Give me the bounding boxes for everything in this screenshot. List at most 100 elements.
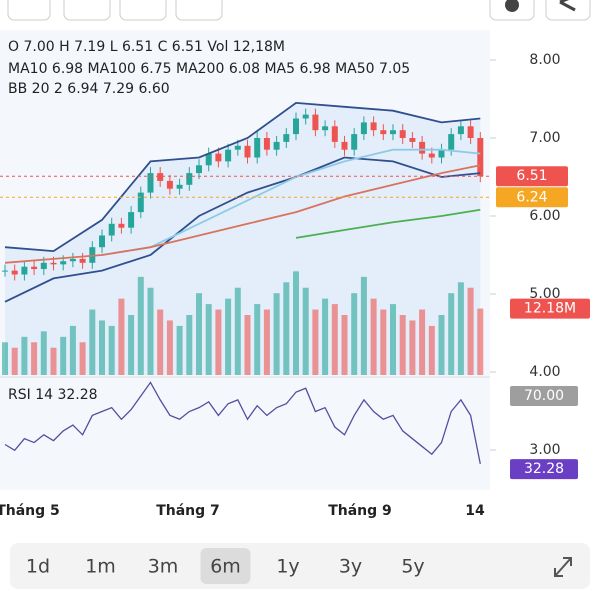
candle [79,258,86,263]
timeframe-button[interactable]: 5y [401,556,424,578]
candle [409,138,416,142]
candle [293,118,299,135]
candle [448,134,455,150]
indicator-line [4,164,481,264]
share-button[interactable] [545,0,591,21]
timeframe-button[interactable]: 3m [148,556,179,578]
ohlc-legend: O 7.00 H 7.19 L 6.51 C 6.51 Vol 12,18M [8,39,285,55]
timeframe-button[interactable]: 3y [339,556,362,578]
volume-bar [99,320,105,375]
candle [60,261,67,265]
volume-bar [331,304,338,375]
x-axis-label: Tháng 9 [328,503,392,519]
volume-bar [50,347,57,375]
volume-bar [11,347,18,375]
candle [477,138,484,177]
volume-badge-label: 12.18M [524,301,576,317]
candle [21,266,28,275]
candle [457,126,464,135]
volume-bar [263,309,270,375]
volume-bar [457,282,464,375]
volume-bar [273,293,280,375]
volume-bar [467,287,474,375]
volume-bar [215,309,222,375]
candle [273,141,280,150]
gear-icon [505,0,519,12]
volume-bar [157,309,164,375]
volume-bar [205,304,212,375]
volume-bar [176,325,183,375]
price-badge-label: 6.51 [516,168,547,184]
x-axis-label: 14 [465,503,485,519]
candle [108,223,115,236]
candle [254,138,261,158]
volume-bar [234,287,241,375]
volume-bar [477,308,484,375]
volume-bar [390,304,396,375]
rsi-badge [510,459,578,480]
candle [399,130,406,138]
rsi-badge-label: 32.28 [524,461,564,477]
volume-bar [69,325,76,375]
volume-bar [186,315,193,375]
volume-bar [380,309,387,375]
timeframe-button[interactable]: 1d [26,556,50,578]
indicator-line [4,101,481,253]
volume-bar [21,336,28,375]
candle [341,141,348,150]
volume-bar [108,325,115,375]
timeframe-button[interactable]: 6m [210,556,241,578]
volume-bar [31,342,38,375]
candle [137,192,144,213]
candle [69,258,76,262]
y-tick-label: 7.00 [529,130,560,146]
indicator-line [101,148,481,256]
candle [312,114,319,131]
toolbar [7,0,591,21]
tool-button[interactable] [119,0,167,21]
plot [0,101,490,465]
candle [215,153,222,162]
volume-bar [360,276,367,375]
volume-bar [166,320,173,375]
price-badge [496,187,568,208]
volume-bar [118,298,125,375]
x-axis-label: Tháng 7 [156,503,220,519]
volume-bar [2,342,8,375]
candle [467,126,474,138]
y-tick-label: 6.00 [529,208,560,224]
candle [176,184,183,189]
candle [438,149,445,158]
volume-bar [312,309,319,375]
candle [380,130,387,135]
volume-bar [370,298,377,375]
candle [322,126,329,131]
timeframe-button[interactable]: 1m [85,556,116,578]
tool-button[interactable] [63,0,111,21]
volume-bar [79,342,86,375]
price-badge [496,166,568,187]
indicator-line [295,208,481,239]
volume-bar [438,315,445,375]
volume-bar [60,336,67,375]
indicator-line [4,156,481,303]
x-axis-label: Tháng 5 [0,503,60,519]
ma-legend: MA10 6.98 MA100 6.75 MA200 6.08 MA5 6.98… [8,61,410,77]
volume-bar [399,315,406,375]
candle [360,122,367,135]
timeframe-button[interactable]: 1y [276,556,299,578]
volume-bar [448,293,455,375]
rsi-badge-label: 70.00 [524,388,564,404]
price-badge-label: 6.24 [516,189,547,205]
tool-button[interactable] [7,0,51,21]
candle [225,149,232,162]
volume-bar [341,315,348,375]
timeframe-selected [200,548,251,584]
tool-button[interactable] [175,0,223,21]
candle [244,145,251,158]
timeframe-bar: 1d 1m 3m 6m 1y 3y 5y [10,543,590,589]
expand-icon[interactable] [554,557,572,577]
candle [331,126,338,142]
rsi-legend: RSI 14 32.28 [8,387,98,403]
volume-bar [351,293,358,375]
